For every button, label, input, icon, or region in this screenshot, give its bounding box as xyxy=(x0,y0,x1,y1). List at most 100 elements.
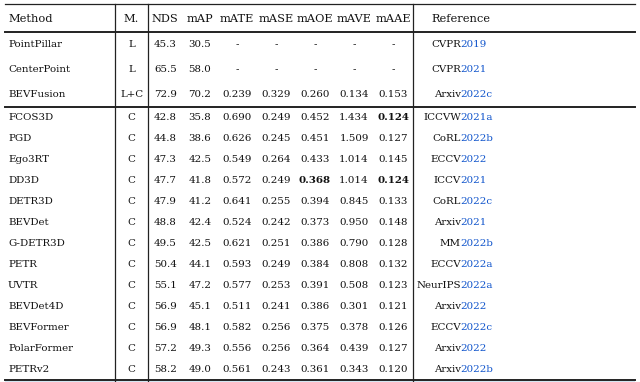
Text: 0.153: 0.153 xyxy=(378,90,408,99)
Text: 0.439: 0.439 xyxy=(339,344,369,353)
Text: 0.123: 0.123 xyxy=(378,281,408,290)
Text: 56.9: 56.9 xyxy=(154,323,177,332)
Text: 1.014: 1.014 xyxy=(339,155,369,164)
Text: 42.5: 42.5 xyxy=(189,155,211,164)
Text: 0.690: 0.690 xyxy=(222,113,252,122)
Text: 0.124: 0.124 xyxy=(377,113,409,122)
Text: Method: Method xyxy=(8,13,52,24)
Text: UVTR: UVTR xyxy=(8,281,38,290)
Text: 2021: 2021 xyxy=(461,65,487,74)
Text: L: L xyxy=(128,40,135,49)
Text: 0.561: 0.561 xyxy=(222,365,252,374)
Text: 2022c: 2022c xyxy=(461,323,493,332)
Text: 2022b: 2022b xyxy=(0,381,1,382)
Text: 0.641: 0.641 xyxy=(222,197,252,206)
Text: CVPR: CVPR xyxy=(431,40,461,49)
Text: Reference: Reference xyxy=(431,13,490,24)
Text: 0.121: 0.121 xyxy=(378,302,408,311)
Text: 57.2: 57.2 xyxy=(154,344,177,353)
Text: 2019: 2019 xyxy=(461,40,487,49)
Text: 58.0: 58.0 xyxy=(189,65,211,74)
Text: 0.127: 0.127 xyxy=(378,344,408,353)
Text: 0.572: 0.572 xyxy=(222,176,252,185)
Text: C: C xyxy=(128,239,136,248)
Text: DETR3D: DETR3D xyxy=(8,197,52,206)
Text: 0.950: 0.950 xyxy=(339,218,369,227)
Text: 0.132: 0.132 xyxy=(378,260,408,269)
Text: 0.378: 0.378 xyxy=(339,323,369,332)
Text: 1.509: 1.509 xyxy=(339,134,369,143)
Text: PGD: PGD xyxy=(8,134,31,143)
Text: 47.2: 47.2 xyxy=(189,281,211,290)
Text: 0.452: 0.452 xyxy=(300,113,330,122)
Text: 72.9: 72.9 xyxy=(154,90,177,99)
Text: ECCV: ECCV xyxy=(430,323,461,332)
Text: BEVFusion: BEVFusion xyxy=(8,90,65,99)
Text: 0.251: 0.251 xyxy=(261,239,291,248)
Text: -: - xyxy=(313,40,317,49)
Text: 0.511: 0.511 xyxy=(222,302,252,311)
Text: Ego3RT: Ego3RT xyxy=(8,155,49,164)
Text: 2022b: 2022b xyxy=(461,365,493,374)
Text: CVPR: CVPR xyxy=(431,65,461,74)
Text: mASE: mASE xyxy=(259,13,294,24)
Text: 2021a: 2021a xyxy=(461,113,493,122)
Text: 2022c: 2022c xyxy=(461,197,493,206)
Text: -: - xyxy=(391,40,395,49)
Text: 41.2: 41.2 xyxy=(188,197,212,206)
Text: 49.0: 49.0 xyxy=(189,365,211,374)
Text: 0.249: 0.249 xyxy=(261,176,291,185)
Text: mAOE: mAOE xyxy=(297,13,333,24)
Text: 41.8: 41.8 xyxy=(189,176,211,185)
Text: -: - xyxy=(352,40,356,49)
Text: 0.451: 0.451 xyxy=(300,134,330,143)
Text: 0.249: 0.249 xyxy=(261,113,291,122)
Text: C: C xyxy=(128,155,136,164)
Text: C: C xyxy=(128,260,136,269)
Text: CoRL: CoRL xyxy=(433,197,461,206)
Text: C: C xyxy=(128,218,136,227)
Text: DD3D: DD3D xyxy=(8,176,39,185)
Text: 0.384: 0.384 xyxy=(300,260,330,269)
Text: 0.241: 0.241 xyxy=(261,302,291,311)
Text: 0.549: 0.549 xyxy=(222,155,252,164)
Text: Arxiv: Arxiv xyxy=(434,218,461,227)
Text: 2022: 2022 xyxy=(461,155,487,164)
Text: 48.1: 48.1 xyxy=(189,323,211,332)
Text: 0.148: 0.148 xyxy=(378,218,408,227)
Text: 55.1: 55.1 xyxy=(154,281,177,290)
Text: MM: MM xyxy=(440,239,461,248)
Text: mAVE: mAVE xyxy=(337,13,371,24)
Text: 0.245: 0.245 xyxy=(261,134,291,143)
Text: L: L xyxy=(128,65,135,74)
Text: 0.386: 0.386 xyxy=(300,302,330,311)
Text: C: C xyxy=(128,113,136,122)
Text: 2021: 2021 xyxy=(461,218,487,227)
Text: 0.124: 0.124 xyxy=(377,176,409,185)
Text: -: - xyxy=(274,40,278,49)
Text: 42.5: 42.5 xyxy=(189,239,211,248)
Text: 49.5: 49.5 xyxy=(154,239,177,248)
Text: 0.126: 0.126 xyxy=(378,323,408,332)
Text: C: C xyxy=(128,323,136,332)
Text: 0.127: 0.127 xyxy=(378,134,408,143)
Text: 0.264: 0.264 xyxy=(261,155,291,164)
Text: ICCV: ICCV xyxy=(433,176,461,185)
Text: 0.577: 0.577 xyxy=(222,281,252,290)
Text: 0.556: 0.556 xyxy=(222,344,252,353)
Text: 0.391: 0.391 xyxy=(300,281,330,290)
Text: 0.242: 0.242 xyxy=(261,218,291,227)
Text: 38.6: 38.6 xyxy=(189,134,211,143)
Text: 2022a: 2022a xyxy=(461,260,493,269)
Text: 58.2: 58.2 xyxy=(154,365,177,374)
Text: Arxiv: Arxiv xyxy=(434,90,461,99)
Text: 1.434: 1.434 xyxy=(339,113,369,122)
Text: 70.2: 70.2 xyxy=(189,90,211,99)
Text: 0.243: 0.243 xyxy=(261,365,291,374)
Text: 65.5: 65.5 xyxy=(154,65,177,74)
Text: NeurIPS: NeurIPS xyxy=(416,281,461,290)
Text: -: - xyxy=(352,65,356,74)
Text: FCOS3D: FCOS3D xyxy=(8,113,53,122)
Text: 0.361: 0.361 xyxy=(300,365,330,374)
Text: 47.9: 47.9 xyxy=(154,197,177,206)
